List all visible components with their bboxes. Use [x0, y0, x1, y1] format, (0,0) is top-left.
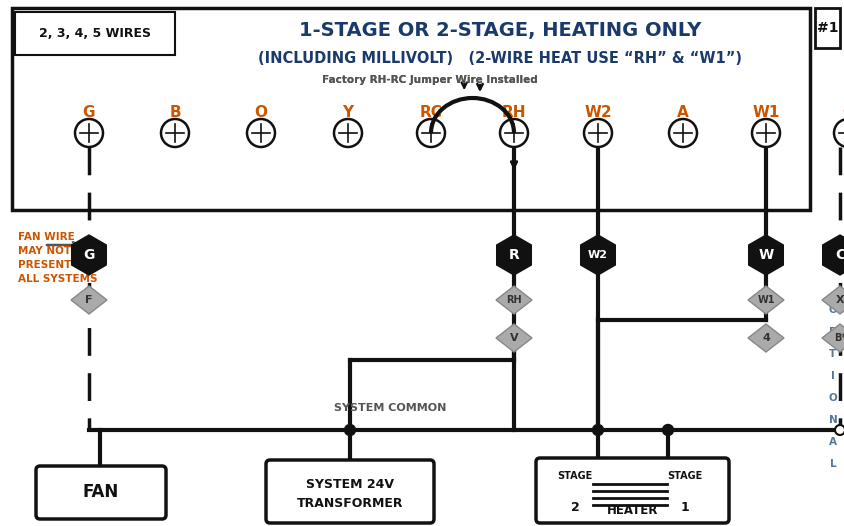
Text: 2: 2 [570, 501, 579, 514]
Text: HEATER: HEATER [606, 504, 657, 518]
Text: FAN WIRE
MAY NOT BE
PRESENT IN
ALL SYSTEMS: FAN WIRE MAY NOT BE PRESENT IN ALL SYSTE… [18, 232, 97, 284]
Polygon shape [72, 235, 106, 275]
Polygon shape [580, 235, 614, 275]
Circle shape [592, 424, 603, 436]
Text: W2: W2 [587, 250, 608, 260]
Text: W2: W2 [583, 105, 611, 119]
Text: X: X [835, 295, 843, 305]
FancyBboxPatch shape [535, 458, 728, 523]
Text: RH: RH [506, 295, 522, 305]
Circle shape [333, 119, 361, 147]
Text: RC: RC [419, 105, 442, 119]
Polygon shape [748, 235, 782, 275]
Text: 4: 4 [761, 333, 769, 343]
Polygon shape [495, 324, 532, 352]
Text: N: N [828, 415, 836, 425]
Text: G: G [83, 105, 95, 119]
Text: A: A [676, 105, 688, 119]
Text: R: R [508, 248, 519, 262]
Text: SYSTEM COMMON: SYSTEM COMMON [333, 403, 446, 413]
Text: O: O [828, 393, 836, 403]
Text: STAGE: STAGE [557, 471, 592, 481]
Text: Factory RH-RC Jumper Wire Installed: Factory RH-RC Jumper Wire Installed [322, 75, 538, 85]
Bar [15, 12, 175, 55]
Circle shape [416, 119, 445, 147]
Polygon shape [495, 286, 532, 314]
Circle shape [751, 119, 779, 147]
Bar [814, 8, 839, 48]
Polygon shape [71, 286, 107, 314]
Circle shape [161, 119, 189, 147]
Text: I: I [830, 371, 834, 381]
Text: A: A [828, 437, 836, 447]
Text: V: V [509, 333, 517, 343]
Text: L: L [829, 459, 836, 469]
Text: 2, 3, 4, 5 WIRES: 2, 3, 4, 5 WIRES [39, 27, 151, 40]
Circle shape [75, 119, 103, 147]
Text: W: W [757, 248, 773, 262]
Text: 1-STAGE OR 2-STAGE, HEATING ONLY: 1-STAGE OR 2-STAGE, HEATING ONLY [299, 21, 701, 39]
Text: W1: W1 [751, 105, 779, 119]
Circle shape [344, 424, 355, 436]
Text: W1: W1 [756, 295, 774, 305]
Polygon shape [821, 286, 844, 314]
Circle shape [500, 119, 528, 147]
Circle shape [662, 424, 673, 436]
Text: C: C [841, 105, 844, 119]
Text: 1: 1 [679, 501, 689, 514]
Text: Factory RH-RC Jumper Wire Installed: Factory RH-RC Jumper Wire Installed [322, 75, 538, 85]
Text: Y: Y [342, 105, 353, 119]
Text: SYSTEM 24V: SYSTEM 24V [306, 479, 393, 491]
Polygon shape [496, 235, 531, 275]
FancyBboxPatch shape [266, 460, 434, 523]
Circle shape [583, 119, 611, 147]
Text: RH: RH [501, 105, 526, 119]
Text: B: B [169, 105, 181, 119]
Text: FAN: FAN [83, 483, 119, 501]
Text: #1: #1 [816, 21, 837, 35]
Circle shape [834, 425, 844, 435]
Text: B*: B* [833, 333, 844, 343]
Circle shape [668, 119, 696, 147]
Bar [12, 8, 809, 210]
Text: F: F [85, 295, 93, 305]
Polygon shape [747, 286, 783, 314]
Polygon shape [821, 324, 844, 352]
Polygon shape [822, 235, 844, 275]
Text: STAGE: STAGE [667, 471, 702, 481]
FancyBboxPatch shape [36, 466, 165, 519]
Circle shape [246, 119, 274, 147]
Text: O: O [254, 105, 268, 119]
Text: P: P [828, 327, 836, 337]
Text: (INCLUDING MILLIVOLT)   (2-WIRE HEAT USE “RH” & “W1”): (INCLUDING MILLIVOLT) (2-WIRE HEAT USE “… [257, 50, 741, 66]
Circle shape [833, 119, 844, 147]
Text: O: O [828, 305, 836, 315]
Text: G: G [84, 248, 95, 262]
Text: C: C [834, 248, 844, 262]
Text: TRANSFORMER: TRANSFORMER [296, 497, 403, 510]
Text: T: T [829, 349, 836, 359]
Polygon shape [747, 324, 783, 352]
